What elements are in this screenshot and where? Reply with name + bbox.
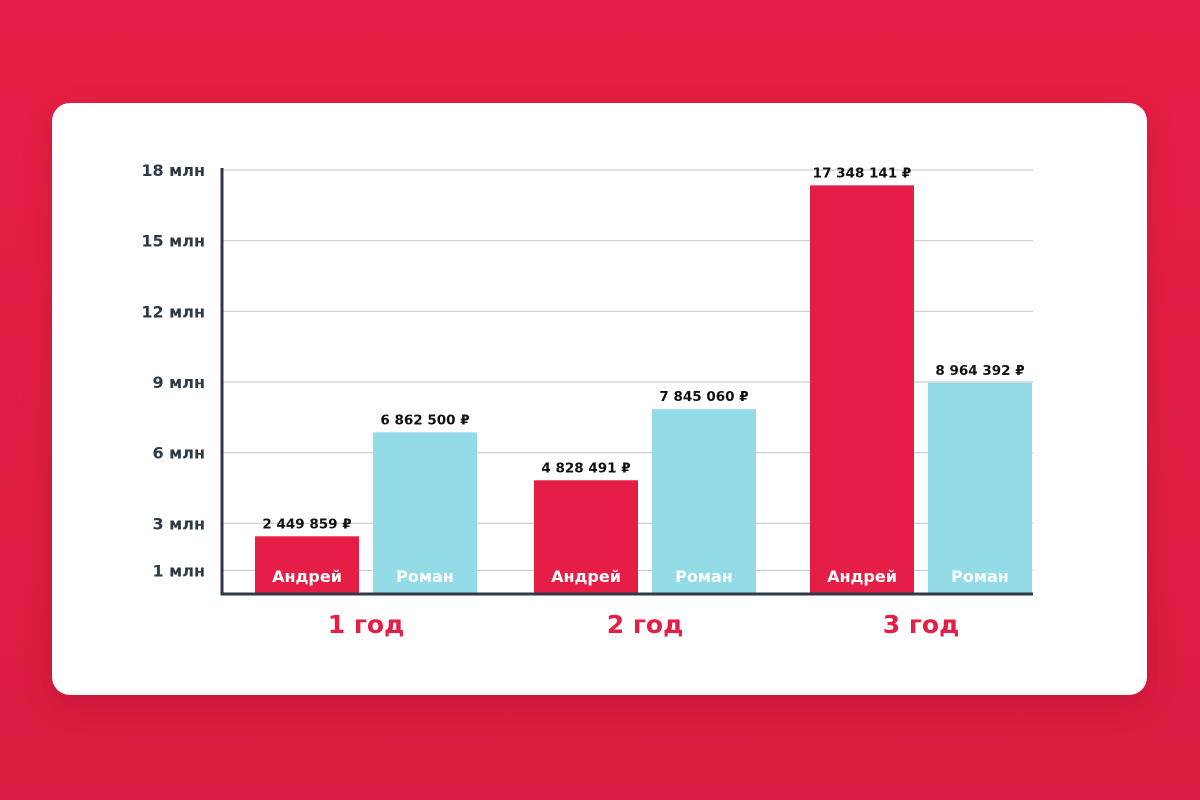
- y-tick-label: 12 млн: [141, 302, 205, 321]
- bar-roman-2: [652, 409, 756, 593]
- y-tick-label: 3 млн: [152, 514, 205, 533]
- bar-andrey-2: [534, 480, 638, 593]
- y-tick-label: 9 млн: [152, 373, 205, 392]
- bar-value-label: 6 862 500 ₽: [380, 412, 469, 428]
- bar-roman-1: [373, 432, 477, 593]
- bar-value-label: 8 964 392 ₽: [935, 363, 1024, 379]
- y-tick-label: 18 млн: [141, 161, 205, 180]
- bar-value-label: 2 449 859 ₽: [262, 516, 351, 532]
- category-label: 2 год: [607, 610, 684, 639]
- y-tick-label: 15 млн: [141, 232, 205, 251]
- y-tick-label: 1 млн: [152, 561, 205, 580]
- bar-series-label: Роман: [675, 567, 733, 586]
- category-label: 1 год: [328, 610, 405, 639]
- bar-chart: 1 млн 3 млн 6 млн 9 млн 12 млн 15 млн 18 млн 2 …: [141, 161, 1033, 639]
- bar-series-label: Роман: [396, 567, 454, 586]
- bar-andrey-3: [810, 185, 914, 593]
- bar-series-label: Роман: [951, 567, 1009, 586]
- bar-value-label: 4 828 491 ₽: [541, 460, 630, 476]
- bar-roman-3: [928, 382, 1032, 593]
- bar-andrey-1: [255, 536, 359, 593]
- chart-card: 1 млн 3 млн 6 млн 9 млн 12 млн 15 млн 18 млн 2 …: [52, 103, 1147, 695]
- category-label: 3 год: [883, 610, 960, 639]
- bar-value-label: 7 845 060 ₽: [659, 389, 748, 405]
- bar-value-label: 17 348 141 ₽: [813, 165, 912, 181]
- bar-series-label: Андрей: [551, 567, 621, 586]
- y-tick-label: 6 млн: [152, 444, 205, 463]
- bar-series-label: Андрей: [827, 567, 897, 586]
- bar-series-label: Андрей: [272, 567, 342, 586]
